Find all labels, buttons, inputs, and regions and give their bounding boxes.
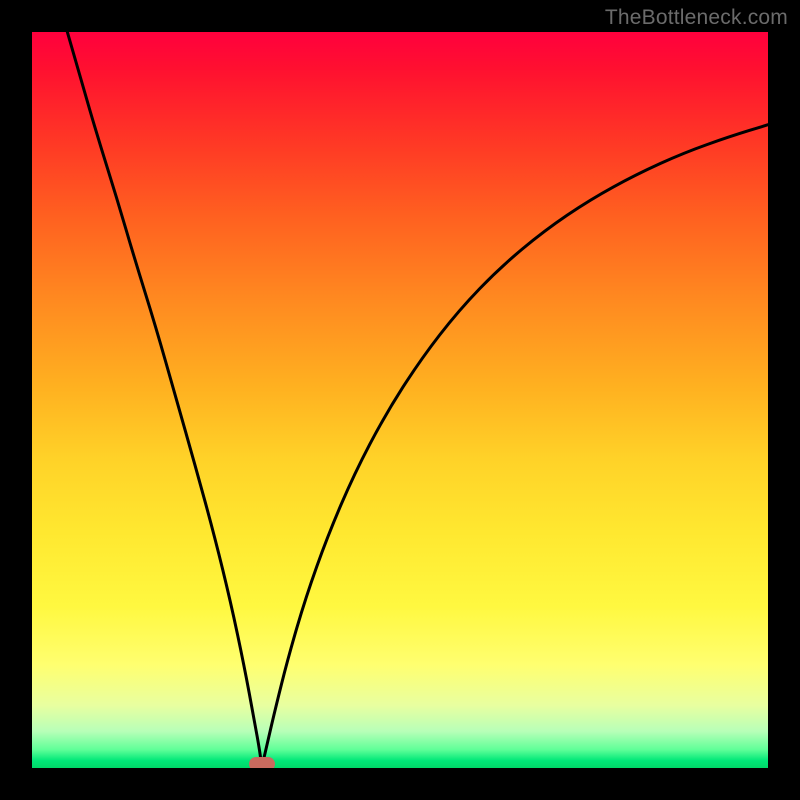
bottleneck-curve-path xyxy=(67,32,768,764)
optimum-marker xyxy=(249,757,275,768)
bottleneck-curve xyxy=(32,32,768,768)
plot-area xyxy=(32,32,768,768)
watermark-text: TheBottleneck.com xyxy=(605,6,788,30)
